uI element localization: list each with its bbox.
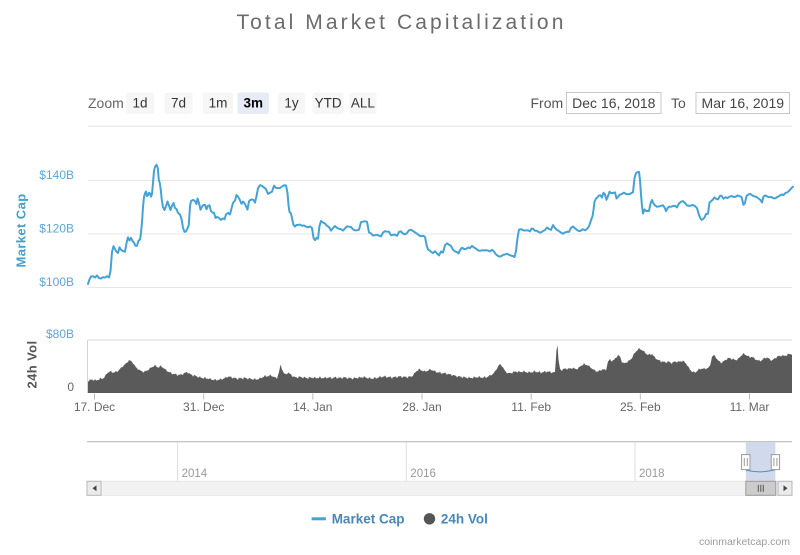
svg-text:2016: 2016 [410, 468, 436, 480]
svg-text:$140B: $140B [39, 168, 74, 182]
svg-text:24h Vol: 24h Vol [441, 512, 488, 527]
svg-text:ALL: ALL [351, 96, 376, 111]
svg-text:24h Vol: 24h Vol [25, 340, 40, 388]
svg-text:3m: 3m [243, 96, 263, 111]
svg-text:11. Mar: 11. Mar [730, 400, 770, 414]
svg-text:$80B: $80B [46, 327, 74, 341]
svg-text:Mar 16, 2019: Mar 16, 2019 [702, 95, 785, 111]
svg-text:31. Dec: 31. Dec [183, 400, 224, 414]
svg-text:Market Cap: Market Cap [14, 193, 29, 267]
svg-text:0: 0 [67, 380, 74, 394]
svg-text:1y: 1y [284, 96, 299, 111]
svg-text:To: To [671, 95, 686, 111]
svg-text:14. Jan: 14. Jan [293, 400, 332, 414]
svg-text:2018: 2018 [639, 468, 665, 480]
svg-text:25. Feb: 25. Feb [620, 400, 661, 414]
svg-text:2014: 2014 [182, 468, 208, 480]
svg-text:Dec 16, 2018: Dec 16, 2018 [572, 95, 655, 111]
svg-text:Total Market Capitalization: Total Market Capitalization [237, 11, 567, 34]
svg-text:$100B: $100B [39, 275, 74, 289]
svg-text:From: From [531, 95, 564, 111]
svg-text:Zoom: Zoom [88, 95, 124, 111]
svg-text:11. Feb: 11. Feb [511, 400, 551, 414]
svg-text:1m: 1m [209, 96, 228, 111]
svg-text:7d: 7d [171, 96, 186, 111]
svg-text:$120B: $120B [39, 222, 74, 236]
svg-text:17. Dec: 17. Dec [74, 400, 115, 414]
svg-text:28. Jan: 28. Jan [402, 400, 441, 414]
svg-text:Market Cap: Market Cap [332, 512, 405, 527]
svg-text:YTD: YTD [315, 96, 342, 111]
svg-text:1d: 1d [132, 96, 147, 111]
svg-text:coinmarketcap.com: coinmarketcap.com [699, 536, 790, 548]
